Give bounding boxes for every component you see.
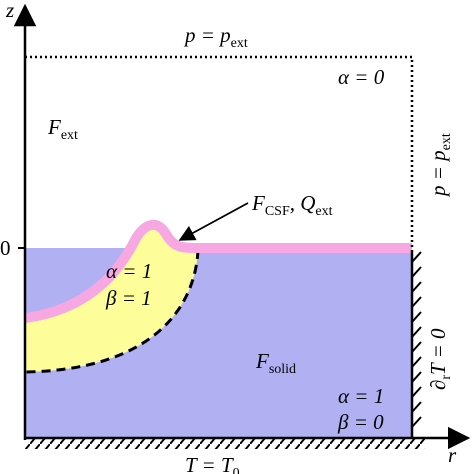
bottom-bc-label: T = T0 xyxy=(185,453,240,474)
subscript: ext xyxy=(315,204,332,219)
melt-beta-label: β = 1 xyxy=(105,286,152,310)
subscript: 0 xyxy=(233,466,240,474)
right-hatch xyxy=(411,251,422,428)
label-part: ∂ xyxy=(426,380,450,390)
label-part: p = p xyxy=(426,150,450,198)
z-label: z xyxy=(5,0,14,22)
top-pressure-label: p = pext xyxy=(183,23,248,51)
label-part: T = T xyxy=(185,453,234,474)
r-label: r xyxy=(448,443,457,467)
label-part: β = 1 xyxy=(105,286,152,310)
right-bc-label: ∂rT = 0 xyxy=(426,328,454,390)
interface-label: FCSF, Qext xyxy=(251,191,333,219)
label-part: F xyxy=(251,191,265,215)
solid-beta-label: β = 0 xyxy=(337,410,384,434)
solid-alpha-label: α = 1 xyxy=(338,384,384,408)
label-part: β = 0 xyxy=(337,410,384,434)
label-part: α = 1 xyxy=(106,259,152,283)
interface-arrow xyxy=(178,202,249,241)
f-solid-label: Fsolid xyxy=(255,349,296,377)
subscript: ext xyxy=(61,128,78,143)
subscript: ext xyxy=(439,133,454,150)
label-part: α = 0 xyxy=(338,65,385,89)
label-part: F xyxy=(47,115,61,139)
label-part: p = p xyxy=(183,23,231,47)
solidus-line xyxy=(24,249,200,374)
zero-label: 0 xyxy=(0,236,11,260)
f-ext-label: Fext xyxy=(47,115,78,143)
bottom-hatch xyxy=(25,439,425,449)
label-part: α = 1 xyxy=(338,384,384,408)
subscript: r xyxy=(439,375,454,380)
label-part: F xyxy=(255,349,269,373)
melt-region xyxy=(25,225,198,372)
label-part: T = 0 xyxy=(426,328,450,375)
subscript: ext xyxy=(231,36,248,51)
label-part: , Q xyxy=(290,191,316,215)
melt-alpha-label: α = 1 xyxy=(106,259,152,283)
free-surface xyxy=(24,220,412,323)
subscript: CSF xyxy=(265,204,290,219)
right-pressure-label: p = pext xyxy=(426,133,454,198)
open-boundary xyxy=(25,55,414,248)
subscript: solid xyxy=(269,362,296,377)
top-alpha-label: α = 0 xyxy=(338,65,385,89)
